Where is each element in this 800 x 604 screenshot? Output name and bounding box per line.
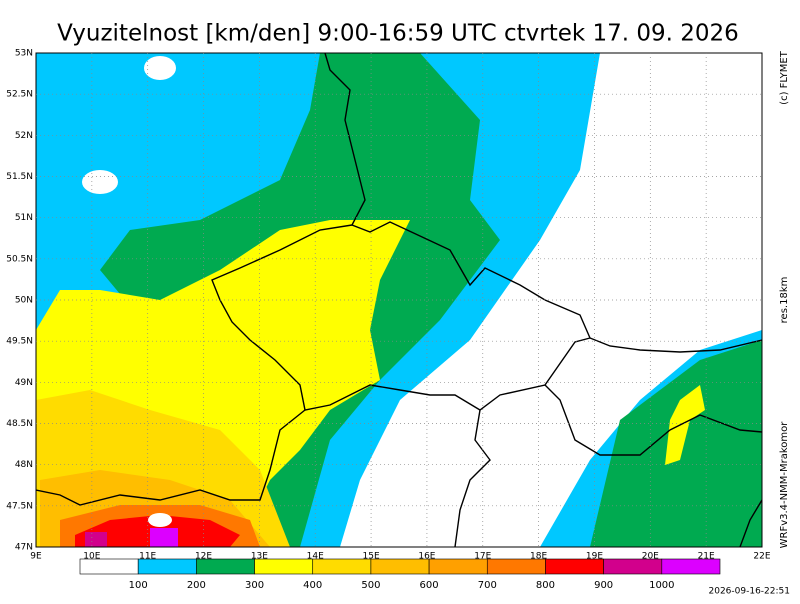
lat-label: 51N — [15, 213, 33, 223]
white-patch — [82, 170, 118, 194]
country-border — [454, 409, 491, 547]
white-patch — [144, 56, 176, 80]
lon-label: 15E — [363, 552, 380, 562]
legend-swatch — [545, 558, 604, 575]
lon-label: 19E — [586, 552, 603, 562]
lon-label: 16E — [418, 552, 435, 562]
lat-label: 49.5N — [6, 337, 33, 347]
timestamp: 2026-09-16-22:51 — [709, 587, 791, 597]
lon-label: 9E — [30, 552, 42, 562]
violet-area — [150, 528, 178, 547]
country-border — [36, 409, 306, 506]
legend-swatch — [603, 558, 663, 575]
country-border — [544, 384, 762, 456]
legend-label: 100 — [129, 580, 148, 591]
lon-label: 11E — [139, 552, 156, 562]
lon-label: 20E — [642, 552, 659, 562]
lat-label: 50.5N — [6, 254, 33, 264]
lat-label: 52N — [15, 131, 33, 141]
white-patch — [148, 513, 172, 527]
legend-label: 500 — [361, 580, 380, 591]
legend-label: 900 — [594, 580, 613, 591]
magenta-area — [85, 532, 107, 547]
country-border — [324, 53, 762, 353]
lat-label: 47N — [15, 543, 33, 553]
white-patch — [731, 92, 749, 116]
lon-label: 14E — [307, 552, 324, 562]
legend-label: 600 — [420, 580, 439, 591]
lon-label: 22E — [753, 552, 770, 562]
model: WRFv3.4-NMM-Mrakomor — [779, 421, 790, 549]
copyright: (c) FLYMET — [779, 50, 790, 105]
legend-swatch — [486, 558, 546, 575]
legend-swatch — [370, 558, 430, 575]
legend-swatch — [137, 558, 197, 575]
legend-label: 200 — [187, 580, 206, 591]
legend-label: 800 — [536, 580, 555, 591]
yellow-area — [665, 385, 705, 465]
legend-label: 400 — [303, 580, 322, 591]
legend-swatch — [254, 558, 314, 575]
legend-swatch — [79, 558, 139, 575]
resolution: res.18km — [779, 277, 790, 324]
legend-label: 700 — [478, 580, 497, 591]
legend-swatch — [312, 558, 372, 575]
lat-label: 50N — [15, 296, 33, 306]
legend-label: 300 — [245, 580, 264, 591]
lat-label: 48N — [15, 460, 33, 470]
legend-swatch — [428, 558, 488, 575]
lat-label: 47.5N — [6, 501, 33, 511]
lon-label: 13E — [251, 552, 268, 562]
lon-label: 12E — [195, 552, 212, 562]
lat-label: 51.5N — [6, 172, 33, 182]
lon-label: 18E — [530, 552, 547, 562]
lon-label: 10E — [83, 552, 100, 562]
legend-label: 1000 — [649, 580, 674, 591]
lat-label: 49N — [15, 378, 33, 388]
legend-swatch — [661, 558, 721, 575]
lat-label: 53N — [15, 49, 33, 59]
lat-label: 52.5N — [6, 90, 33, 100]
country-border — [739, 499, 762, 547]
title: Vyuzitelnost [km/den] 9:00-16:59 UTC ctv… — [57, 21, 739, 47]
lon-label: 21E — [698, 552, 715, 562]
lat-label: 48.5N — [6, 419, 33, 429]
legend-swatch — [196, 558, 255, 575]
lon-label: 17E — [474, 552, 491, 562]
